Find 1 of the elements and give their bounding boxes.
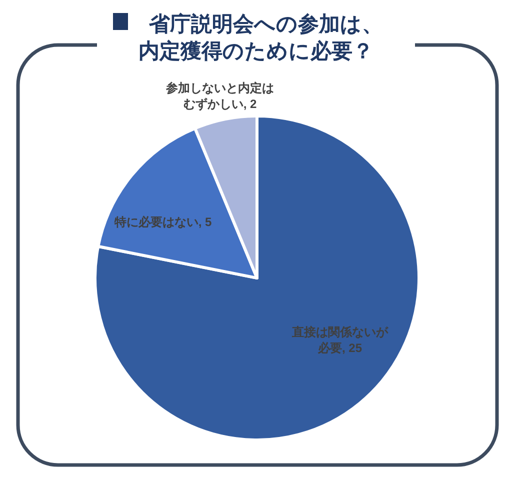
chart-title: 省庁説明会への参加は、内定獲得のために必要？ xyxy=(138,13,383,63)
